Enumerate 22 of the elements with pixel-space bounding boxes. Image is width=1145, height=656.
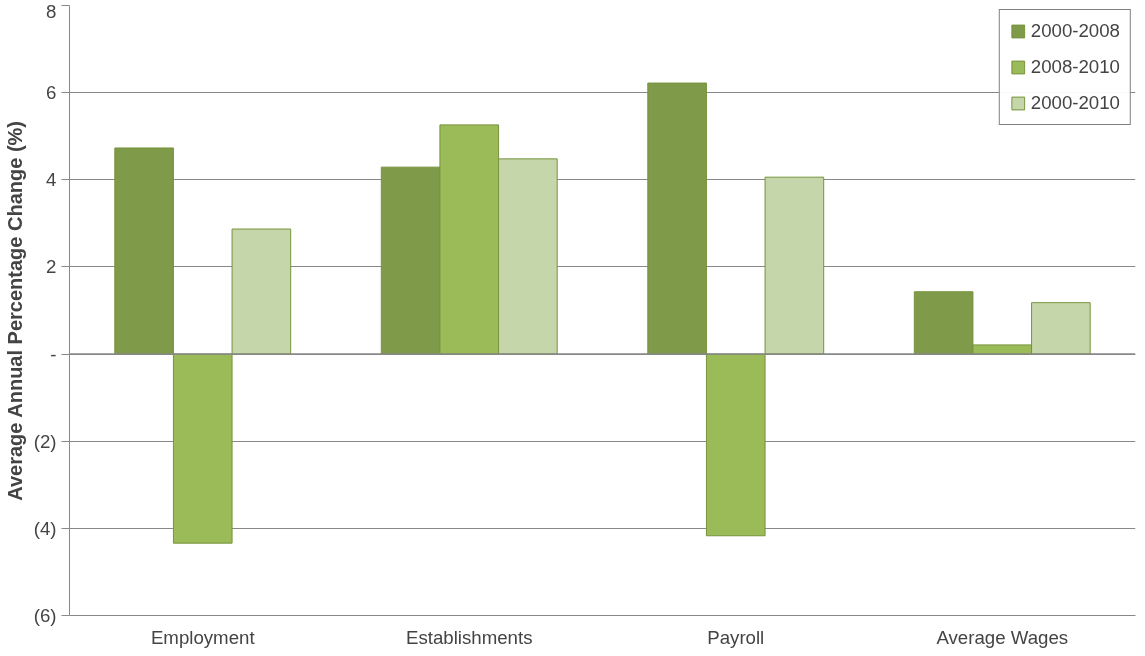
bar <box>647 82 707 355</box>
y-tick-label: 2 <box>46 256 57 278</box>
y-tick-label: (6) <box>33 605 57 626</box>
y-tick-label: - <box>50 343 57 365</box>
x-tick-label: Establishments <box>406 626 533 648</box>
legend-label: 2000-2010 <box>1030 92 1120 114</box>
bar <box>172 353 233 544</box>
legend-label: 2000-2008 <box>1030 20 1120 42</box>
y-tick-label: 6 <box>46 82 57 104</box>
y-tick-label: 8 <box>46 0 57 22</box>
y-tick-label: (2) <box>33 430 57 452</box>
bar <box>114 147 174 355</box>
x-tick-label: Employment <box>150 626 256 648</box>
y-tick-label: (4) <box>33 517 57 539</box>
y-axis-title: Average Annual Percentage Change (%) <box>3 121 26 501</box>
y-tick-label: 4 <box>46 169 57 191</box>
x-tick-label: Payroll <box>707 626 765 648</box>
legend-label: 2008-2010 <box>1030 56 1120 78</box>
bar <box>705 353 766 537</box>
bar <box>764 176 825 355</box>
x-tick-label: Average Wages <box>936 626 1069 648</box>
bar <box>231 228 292 355</box>
